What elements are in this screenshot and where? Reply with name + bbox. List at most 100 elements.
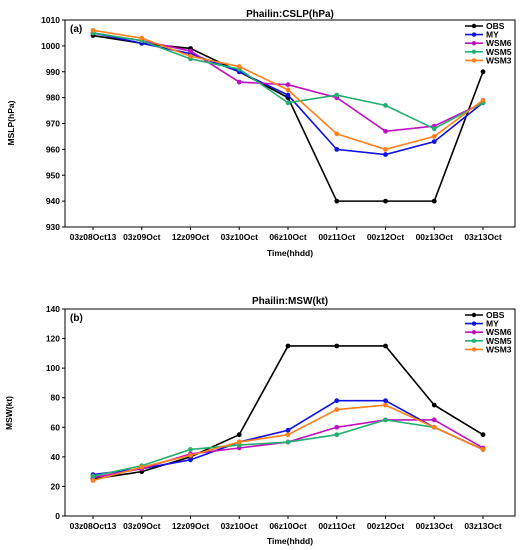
y-tick-label: 20 — [51, 481, 61, 491]
data-point-wsm5 — [383, 417, 388, 423]
x-tick-label: 06z10Oct — [269, 521, 306, 531]
data-point-my — [285, 427, 291, 433]
y-tick-label: 40 — [51, 452, 61, 462]
data-point-wsm3 — [285, 87, 291, 93]
x-tick-label: 00z13Oct — [416, 232, 453, 242]
y-tick-label: 930 — [46, 222, 60, 232]
data-point-my — [383, 152, 388, 157]
legend-marker-wsm6 — [471, 330, 477, 335]
data-point-wsm3 — [90, 478, 96, 483]
legend-marker-wsm5 — [471, 338, 477, 343]
series-line-my — [92, 399, 484, 476]
y-tick-label: 970 — [46, 119, 60, 129]
x-tick-label: 00z12Oct — [367, 232, 404, 242]
y-tick-label: 0 — [55, 511, 60, 521]
chart-b-plot-area — [64, 308, 516, 517]
legend-marker-my — [471, 321, 477, 326]
x-tick-label: 03z09Oct — [123, 232, 160, 242]
data-point-wsm6 — [334, 424, 340, 430]
chart-b: Phailin:MSW(kt) (b) 0 20 40 60 80 100 120 140 0… — [4, 296, 516, 546]
data-point-obs — [334, 343, 340, 349]
data-point-wsm3 — [383, 146, 388, 152]
x-tick-label: 00z11Oct — [318, 232, 355, 242]
data-point-wsm5 — [285, 439, 291, 445]
data-point-wsm3 — [188, 53, 193, 59]
data-point-wsm3 — [139, 464, 145, 470]
data-point-wsm6 — [188, 48, 193, 54]
legend-label-wsm3: WSM3 — [486, 344, 512, 354]
data-point-my — [334, 398, 340, 404]
data-point-wsm3 — [431, 424, 437, 430]
x-tick-label: 03z13Oct — [464, 521, 501, 531]
y-tick-label: 940 — [46, 196, 60, 206]
x-tick-label: 06z10Oct — [269, 232, 306, 242]
data-point-wsm3 — [285, 432, 291, 438]
series-line-wsm5 — [92, 32, 484, 130]
data-point-obs — [480, 432, 486, 438]
data-point-wsm5 — [334, 92, 340, 98]
data-point-wsm3 — [431, 134, 437, 139]
data-point-obs — [383, 343, 388, 349]
y-tick-label: 1000 — [41, 41, 60, 51]
chart-a-y-axis-label: MSLP(hPa) — [6, 100, 16, 145]
data-point-wsm5 — [383, 102, 388, 108]
legend-marker-wsm3 — [471, 58, 477, 63]
data-point-wsm3 — [334, 407, 340, 412]
y-tick-label: 950 — [46, 170, 60, 180]
data-point-my — [188, 457, 193, 463]
x-tick-label: 03z10Oct — [221, 521, 258, 531]
series-line-obs — [92, 34, 484, 202]
legend-marker-wsm3 — [471, 347, 477, 352]
data-point-obs — [431, 402, 437, 408]
data-point-obs — [285, 343, 291, 349]
chart-a: Phailin:CSLP(hPa) (a) 930 940 950 960 970 980… — [6, 9, 516, 258]
legend-marker-my — [471, 32, 477, 37]
legend-label-obs: OBS — [486, 310, 505, 320]
data-point-wsm6 — [383, 128, 388, 134]
x-tick-label: 03z09Oct — [123, 521, 160, 531]
chart-b-panel-label: (b) — [70, 313, 83, 324]
x-tick-label: 03z10Oct — [221, 232, 258, 242]
chart-a-panel-label: (a) — [70, 24, 82, 35]
data-point-wsm3 — [236, 439, 242, 445]
y-tick-label: 100 — [46, 363, 60, 373]
chart-b-title: Phailin:MSW(kt) — [252, 296, 328, 307]
x-tick-label: 00z12Oct — [367, 521, 404, 531]
data-point-wsm3 — [188, 452, 193, 458]
data-point-wsm3 — [139, 35, 145, 41]
legend-label-wsm5: WSM5 — [486, 336, 512, 346]
x-tick-label: 12z09Oct — [172, 521, 209, 531]
x-tick-label: 03z08Oct13 — [70, 232, 117, 242]
chart-b-y-axis-label: MSW(kt) — [4, 396, 14, 430]
x-tick-label: 03z08Oct13 — [70, 521, 117, 531]
series-line-wsm6 — [92, 32, 484, 133]
data-point-wsm5 — [285, 100, 291, 106]
x-tick-label: 03z13Oct — [464, 232, 501, 242]
data-point-wsm6 — [236, 79, 242, 85]
x-tick-label: 12z09Oct — [172, 232, 209, 242]
legend-label-wsm6: WSM6 — [486, 327, 512, 337]
data-point-my — [431, 139, 437, 145]
y-tick-label: 990 — [46, 67, 60, 77]
y-tick-label: 120 — [46, 334, 60, 344]
data-point-my — [383, 398, 388, 404]
data-point-obs — [383, 198, 388, 204]
legend-label-wsm3: WSM3 — [486, 55, 512, 65]
legend-marker-obs — [471, 312, 477, 318]
data-point-obs — [480, 69, 486, 75]
chart-a-title: Phailin:CSLP(hPa) — [246, 9, 334, 20]
data-point-my — [285, 92, 291, 98]
legend-marker-wsm5 — [471, 49, 477, 54]
legend-label-obs: OBS — [486, 21, 505, 31]
legend-marker-wsm6 — [471, 41, 477, 46]
y-tick-label: 1010 — [41, 15, 60, 25]
data-point-wsm3 — [480, 447, 486, 452]
data-point-my — [334, 146, 340, 152]
data-point-wsm5 — [90, 473, 96, 479]
data-point-wsm3 — [90, 27, 96, 33]
data-point-wsm3 — [334, 131, 340, 137]
legend-label-my: MY — [486, 319, 499, 329]
